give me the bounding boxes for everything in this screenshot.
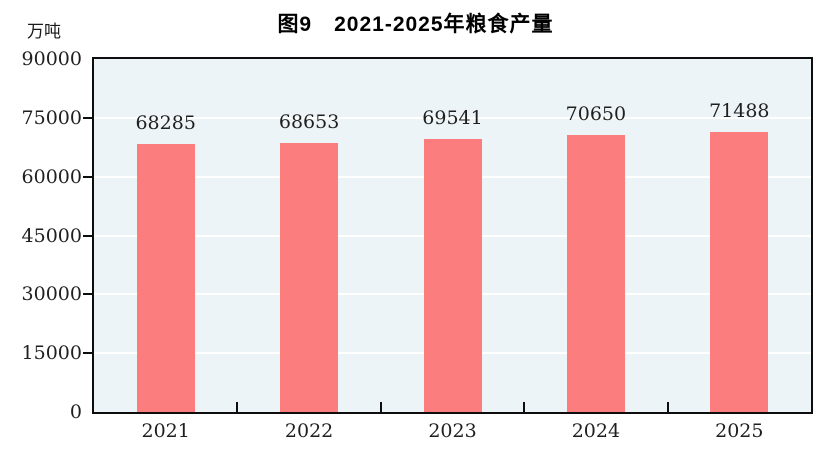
bar-2021 — [136, 144, 195, 412]
gridline — [94, 116, 811, 119]
y-axis-unit-label: 万吨 — [27, 22, 61, 42]
x-axis-boundary-tick — [236, 402, 239, 412]
x-axis-boundary-tick — [523, 402, 526, 412]
y-axis-tick-mark — [83, 234, 92, 237]
bar-value-label: 71488 — [709, 100, 770, 122]
bar-value-label: 68285 — [135, 112, 196, 134]
bar-value-label: 68653 — [278, 111, 340, 133]
bar-2023 — [423, 139, 482, 412]
bar-2022 — [280, 143, 339, 412]
y-axis-tick-label: 75000 — [21, 106, 82, 129]
x-axis-tick-label: 2024 — [571, 420, 621, 442]
x-axis-tick-label: 2022 — [284, 420, 334, 442]
x-axis-boundary-tick — [379, 402, 382, 412]
x-axis-tick-label: 2025 — [715, 420, 764, 442]
bar-value-label: 69541 — [422, 107, 483, 129]
y-axis-tick-label: 90000 — [21, 48, 82, 70]
y-axis-tick-mark — [83, 352, 92, 355]
bar-2025 — [710, 132, 769, 412]
y-axis-tick-label: 60000 — [21, 165, 82, 188]
y-axis-tick-label: 45000 — [21, 224, 82, 247]
bar-2024 — [566, 135, 625, 412]
plot-area — [92, 57, 813, 414]
x-axis-tick-label: 2023 — [428, 420, 477, 442]
y-axis-tick-label: 15000 — [21, 342, 82, 365]
y-axis-tick-mark — [83, 175, 92, 178]
y-axis-tick-label: 0 — [69, 401, 82, 423]
bar-value-label: 70650 — [565, 103, 627, 125]
y-axis-tick-mark — [83, 116, 92, 119]
y-axis-tick-label: 30000 — [21, 283, 82, 306]
y-axis-tick-mark — [83, 293, 92, 296]
x-axis-tick-label: 2021 — [141, 420, 190, 442]
x-axis-boundary-tick — [666, 402, 669, 412]
chart-title: 图9 2021-2025年粮食产量 — [277, 13, 554, 36]
